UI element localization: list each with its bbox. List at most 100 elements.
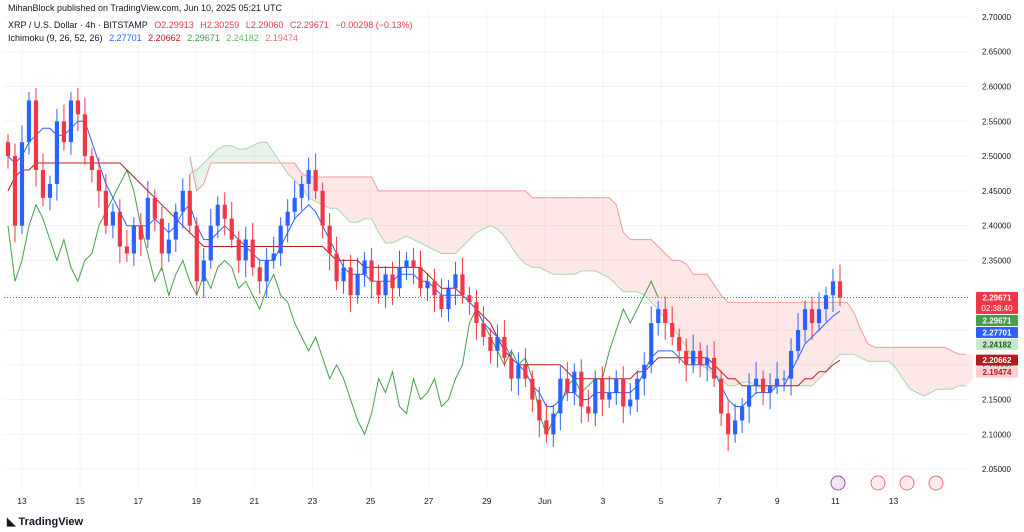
candle-body <box>257 267 262 282</box>
cloud-segment <box>427 190 435 250</box>
price-tick-label: 2.65000 <box>982 48 1011 57</box>
cloud-segment <box>252 142 260 164</box>
price-label-text: 2.29671 <box>983 317 1012 326</box>
event-marker-icon <box>830 475 846 491</box>
candle-body <box>334 253 339 282</box>
cloud-segment <box>217 145 225 164</box>
indicator-legend: Ichimoku (9, 26, 52, 26) 2.27701 2.20662… <box>8 33 302 43</box>
candle-body <box>124 246 129 254</box>
cloud-segment <box>294 163 302 188</box>
indicator-name[interactable]: Ichimoku (9, 26, 52, 26) <box>8 33 103 43</box>
candle-body <box>656 309 661 324</box>
time-tick-label: 7 <box>717 496 722 506</box>
cloud-segment <box>259 142 267 164</box>
economic-event-icon <box>928 475 944 491</box>
open-value: O2.29913 <box>154 20 194 30</box>
candle-body <box>250 239 255 268</box>
price-label-box <box>976 354 1018 366</box>
cloud-segment <box>518 190 526 264</box>
cloud-segment <box>490 190 498 230</box>
candle-body <box>712 357 717 379</box>
event-markers[interactable] <box>830 475 944 491</box>
candle-body <box>767 385 773 393</box>
cloud-segment <box>658 246 666 320</box>
spanA-value: 2.24182 <box>226 33 259 43</box>
price-label-text: 2.19474 <box>983 368 1012 377</box>
candle-body <box>614 378 619 393</box>
candle-body <box>103 190 108 226</box>
candle-body <box>740 406 745 421</box>
candle-body <box>404 260 409 268</box>
candle-body <box>222 204 227 219</box>
candle-body <box>40 170 46 198</box>
cloud-segment <box>630 239 638 292</box>
candle-body <box>390 274 395 289</box>
candle-body <box>229 218 234 240</box>
candle-body <box>823 295 829 310</box>
cloud-segment <box>693 274 701 365</box>
price-label-text: 2.20662 <box>983 356 1012 365</box>
candle-body <box>684 350 689 365</box>
candle-body <box>481 323 486 337</box>
candle-body <box>173 211 178 240</box>
time-tick-label: 3 <box>601 496 606 506</box>
cloud-segment <box>434 190 442 254</box>
cloud-segment <box>686 263 694 358</box>
candle-body <box>96 170 101 191</box>
cloud-segment <box>392 190 400 244</box>
price-tick-label: 2.40000 <box>982 222 1011 231</box>
cloud-segment <box>665 253 673 327</box>
candle-body <box>187 190 192 226</box>
cloud-segment <box>448 190 456 254</box>
candle-body <box>593 378 598 414</box>
candle-body <box>75 100 81 115</box>
publisher-line: MihanBlock published on TradingView.com,… <box>8 3 282 13</box>
candle-body <box>747 385 752 407</box>
candle-body <box>138 225 143 240</box>
candle-body <box>425 281 430 289</box>
candle-body <box>376 281 381 296</box>
economic-event-icon <box>870 475 886 491</box>
cloud-segment <box>287 163 295 181</box>
candle-body <box>61 121 67 143</box>
price-tick-label: 2.05000 <box>982 465 1011 474</box>
tradingview-logo[interactable]: ◣ TradingView <box>7 515 83 528</box>
candle-body <box>117 211 122 247</box>
time-tick-label: 21 <box>250 496 260 506</box>
cloud-segment <box>749 302 757 386</box>
candle-body <box>397 267 402 289</box>
candle-body <box>635 378 640 400</box>
price-axis[interactable]: 2.70000 2.65000 2.60000 2.55000 2.50000 2.450… <box>982 13 1011 474</box>
candle-body <box>495 336 500 351</box>
chart-grid <box>4 10 970 490</box>
cloud-segment <box>364 176 372 219</box>
cloud-segment <box>560 197 568 275</box>
cloud-segment <box>833 302 840 362</box>
candle-body <box>621 378 626 407</box>
candle-body <box>5 142 11 157</box>
cloud-segment <box>958 354 966 386</box>
candle-body <box>215 204 220 226</box>
candle-body <box>795 330 801 351</box>
time-axis[interactable]: 13 15 17 19 21 23 25 27 29 Jun 3 5 7 9 11 13 <box>17 496 898 506</box>
cloud-segment <box>763 302 771 390</box>
candle-body <box>691 350 696 365</box>
symbol-label[interactable]: XRP / U.S. Dollar · 4h · BITSTAMP <box>8 20 148 30</box>
candle-body <box>243 239 248 261</box>
cloud-segment <box>651 239 659 310</box>
candle-body <box>705 357 710 365</box>
candle-body <box>446 288 451 310</box>
candle-body <box>271 253 276 261</box>
time-tick-label: 27 <box>424 496 434 506</box>
span-a-line <box>189 141 966 397</box>
candle-body <box>348 267 353 296</box>
cloud-segment <box>238 149 246 164</box>
cloud-segment <box>707 274 715 376</box>
cloud-segment <box>902 347 910 390</box>
candle-body <box>551 413 556 435</box>
conversion-value: 2.27701 <box>109 33 142 43</box>
candle-body <box>628 399 633 407</box>
cloud-segment <box>679 260 687 348</box>
tradingview-icon: ◣ <box>7 516 16 528</box>
